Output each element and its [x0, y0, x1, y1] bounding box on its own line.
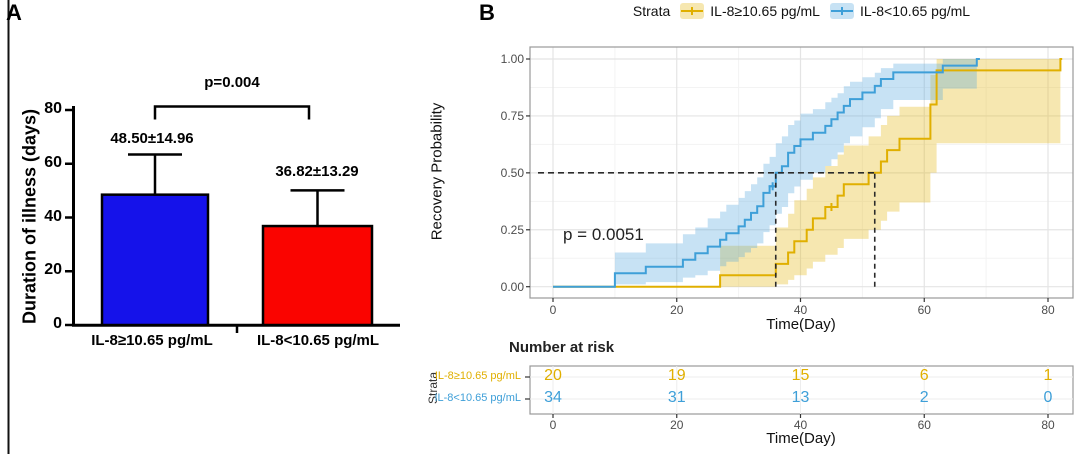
risk-table-x-tick-label: 20 — [670, 418, 684, 432]
panel-a-letter: A — [6, 0, 22, 25]
km-x-tick-label: 40 — [793, 303, 808, 317]
risk-row-label-high-il8: IL-8≥10.65 pg/mL — [434, 370, 521, 382]
legend-label-high-il8: IL-8≥10.65 pg/mL — [710, 3, 820, 19]
legend-title: Strata — [632, 3, 671, 19]
legend-label-low-il8: IL-8<10.65 pg/mL — [859, 3, 971, 19]
km-confidence-band-high-il8 — [720, 59, 1061, 287]
risk-table-x-tick-label: 0 — [549, 418, 557, 432]
panel-a-y-tick-label: 20 — [44, 261, 62, 279]
risk-table-x-tick-label: 40 — [793, 418, 808, 432]
risk-table-panel — [529, 365, 1074, 415]
km-y-tick-label: 1.00 — [500, 52, 524, 66]
bar-group2 — [261, 224, 374, 327]
panel-b-letter: B — [479, 0, 495, 25]
legend-item-high-il8: IL-8≥10.65 pg/mL — [680, 3, 820, 19]
bar-category-label-group1: IL-8≥10.65 pg/mL — [91, 332, 213, 349]
risk-count: 31 — [667, 389, 686, 406]
km-y-tick-label: 0.50 — [500, 165, 524, 180]
risk-count: 34 — [544, 389, 562, 406]
panel-a-y-tick-label: 60 — [44, 153, 62, 171]
bar-value-label-group1: 48.50±14.96 — [110, 130, 194, 147]
risk-table-x-tick-label: 80 — [1041, 418, 1055, 432]
panel-a-y-tick-label: 40 — [44, 207, 62, 225]
km-step-curve-high-il8 — [553, 58, 1063, 288]
risk-table-x-axis-title: Time(Day) — [766, 430, 836, 447]
risk-count: 13 — [791, 389, 810, 406]
panel-a-y-tick-label: 80 — [44, 100, 62, 117]
risk-count: 0 — [1043, 389, 1053, 406]
km-y-tick-label: 0.00 — [500, 279, 524, 294]
risk-count: 2 — [919, 389, 929, 406]
legend-key-swatch-low-il8 — [829, 3, 854, 19]
km-legend: Strata IL-8≥10.65 pg/mL IL-8<10.65 pg/mL — [530, 3, 1073, 19]
km-y-tick-label: 0.25 — [500, 222, 524, 237]
km-x-tick-label: 60 — [917, 303, 931, 317]
risk-table-x-tick-label: 60 — [917, 418, 931, 432]
legend-key-swatch-high-il8 — [680, 3, 705, 19]
risk-count: 1 — [1043, 367, 1053, 384]
risk-count: 20 — [544, 367, 562, 384]
km-confidence-band-low-il8 — [614, 59, 977, 285]
km-step-curve-low-il8 — [553, 58, 980, 288]
bar-category-label-group2: IL-8<10.65 pg/mL — [256, 332, 380, 349]
panel-a-pvalue: p=0.004 — [204, 74, 260, 91]
km-x-tick-label: 20 — [670, 303, 684, 317]
risk-table-title: Number at risk — [509, 339, 615, 356]
panel-a-y-tick-label: 0 — [53, 315, 62, 332]
km-x-tick-label: 0 — [549, 303, 557, 317]
panel-b-pvalue: p = 0.0051 — [563, 225, 644, 244]
bar-value-label-group2: 36.82±13.29 — [275, 163, 359, 180]
km-y-tick-label: 0.75 — [500, 108, 524, 123]
risk-table-strata-axis-label: Strata — [426, 372, 440, 405]
legend-key-censor-plus — [691, 7, 694, 15]
risk-row-label-low-il8: IL-8<10.65 pg/mL — [434, 392, 521, 404]
risk-count: 19 — [667, 367, 686, 384]
risk-count: 15 — [791, 367, 810, 384]
bar-group1 — [100, 193, 210, 327]
risk-count: 6 — [919, 367, 929, 384]
panel-b-y-axis-title: Recovery Probability — [428, 102, 446, 241]
significance-bracket — [153, 105, 311, 120]
km-x-tick-label: 80 — [1041, 303, 1055, 317]
panel-b-x-axis-title: Time(Day) — [766, 316, 836, 333]
legend-key-censor-plus — [840, 7, 843, 15]
legend-item-low-il8: IL-8<10.65 pg/mL — [829, 3, 971, 19]
